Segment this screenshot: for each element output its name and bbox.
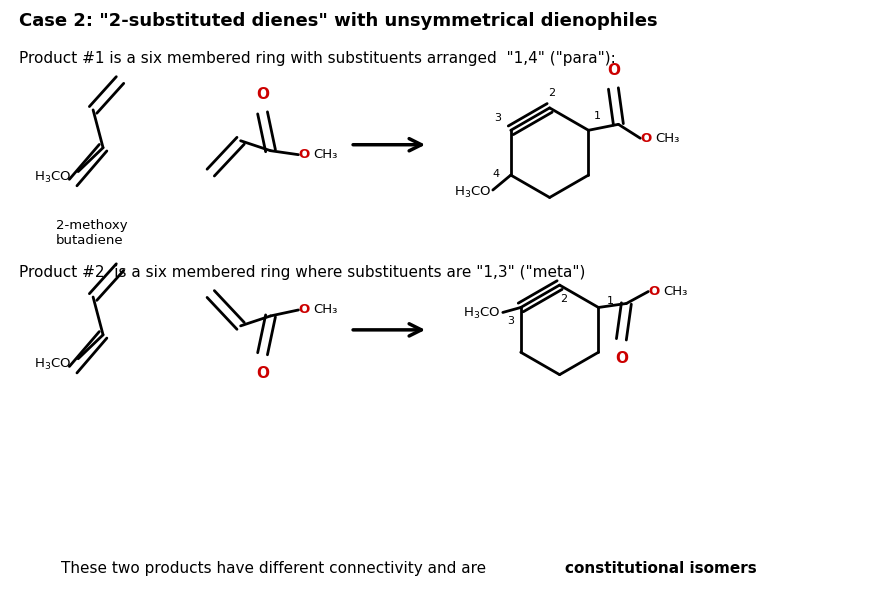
Text: CH₃: CH₃ — [313, 148, 337, 161]
Text: constitutional isomers: constitutional isomers — [564, 561, 756, 576]
Text: H$_3$CO: H$_3$CO — [464, 306, 501, 321]
Text: Case 2: "2-substituted dienes" with unsymmetrical dienophiles: Case 2: "2-substituted dienes" with unsy… — [19, 12, 658, 30]
Text: O: O — [648, 285, 659, 298]
Text: 1: 1 — [607, 297, 614, 306]
Text: H$_3$CO: H$_3$CO — [453, 184, 491, 199]
Text: CH₃: CH₃ — [664, 285, 688, 298]
Text: O: O — [640, 132, 651, 144]
Text: O: O — [298, 148, 310, 161]
Text: 3: 3 — [494, 113, 501, 123]
Text: O: O — [256, 87, 269, 102]
Text: O: O — [615, 351, 628, 366]
Text: 3: 3 — [508, 317, 514, 326]
Text: Product #2  is a six membered ring where substituents are "1,3" ("meta"): Product #2 is a six membered ring where … — [19, 265, 586, 280]
Text: O: O — [607, 63, 620, 78]
Text: O: O — [256, 365, 269, 380]
Text: H$_3$CO: H$_3$CO — [34, 170, 72, 185]
Text: CH₃: CH₃ — [655, 132, 679, 144]
Text: H$_3$CO: H$_3$CO — [34, 357, 72, 372]
Text: Product #1 is a six membered ring with substituents arranged  "1,4" ("para"):: Product #1 is a six membered ring with s… — [19, 51, 617, 66]
Text: 2: 2 — [548, 88, 555, 98]
Text: 1: 1 — [594, 111, 601, 122]
Text: 2-methoxy
butadiene: 2-methoxy butadiene — [56, 219, 128, 247]
Text: CH₃: CH₃ — [313, 303, 337, 317]
Text: These two products have different connectivity and are: These two products have different connec… — [61, 561, 491, 576]
Text: 4: 4 — [493, 169, 500, 179]
Text: O: O — [298, 303, 310, 317]
Text: 2: 2 — [560, 294, 567, 304]
